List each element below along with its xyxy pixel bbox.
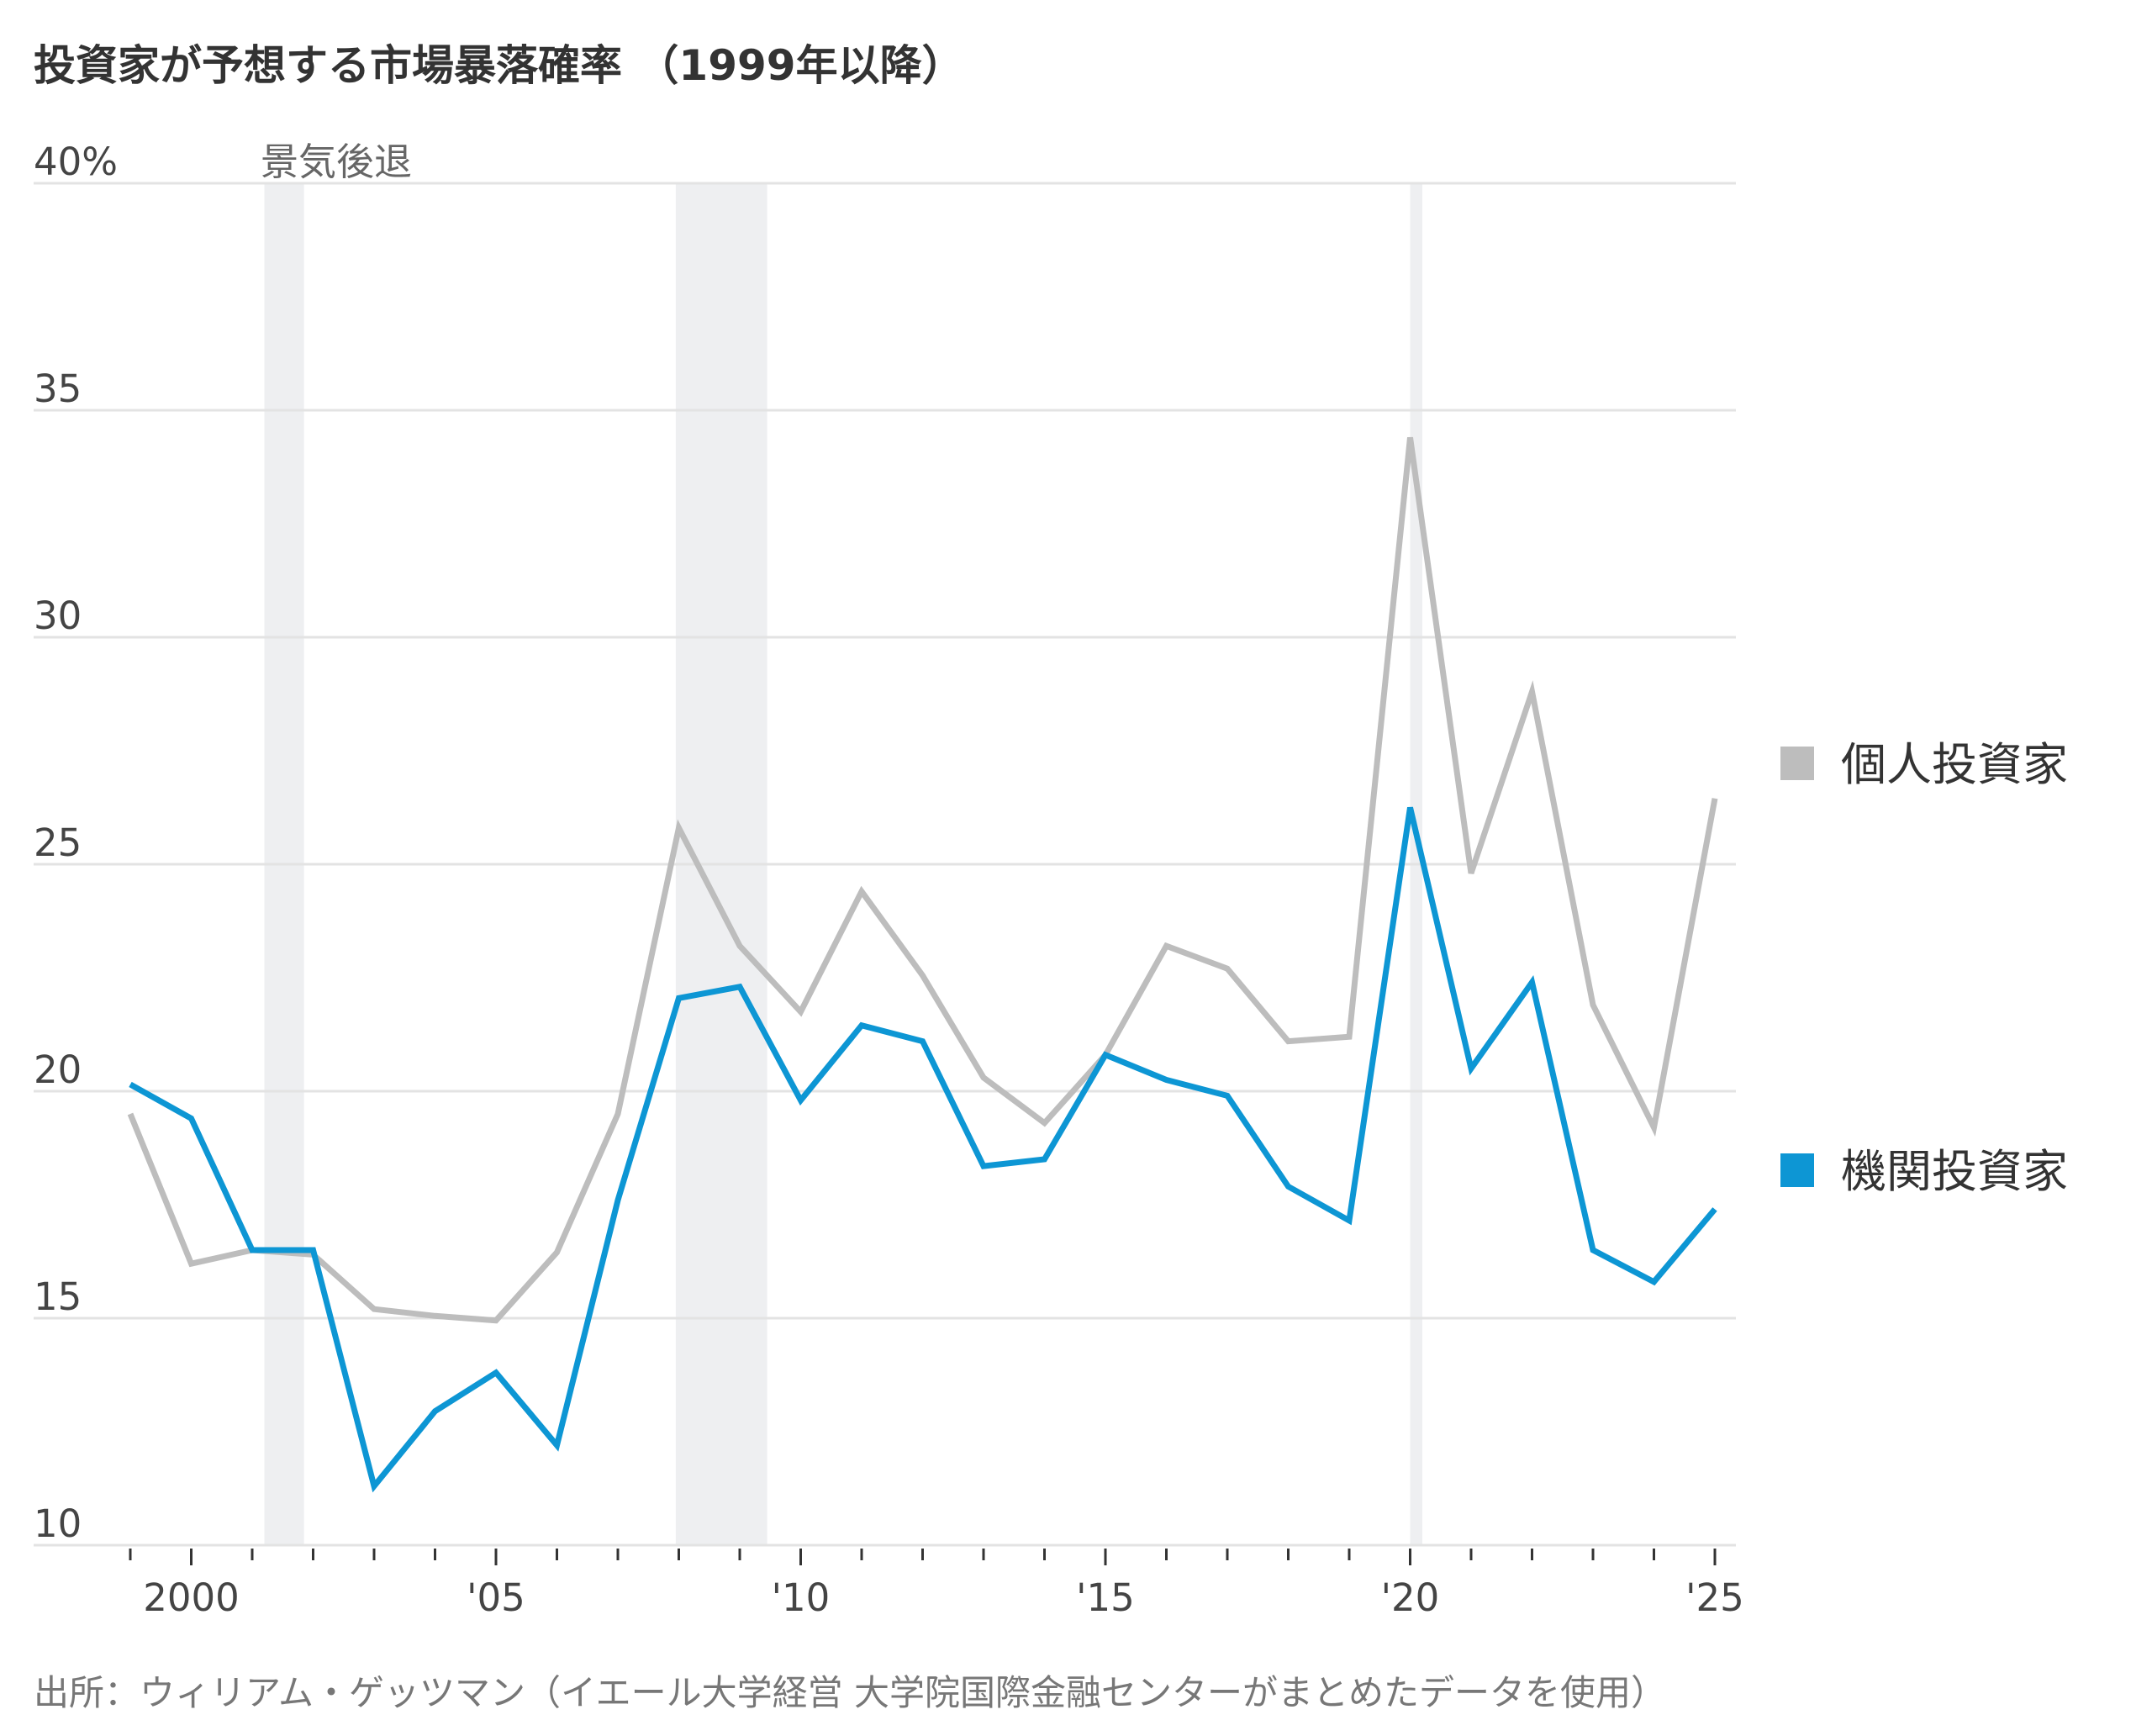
series-line-2 <box>129 806 1717 1493</box>
x-axis: 2000 '05 '10 '15 '20 '25 <box>129 1549 1744 1620</box>
x-tick-label-2020: '20 <box>1381 1575 1440 1620</box>
series-line-1 <box>127 436 1718 1324</box>
y-tick-label-20: 20 <box>34 1047 82 1092</box>
source-note: 出所：ウィリアム・ゲッツマン（イエール大学経営 大学院国際金融センターがまとめた… <box>34 1672 1666 1713</box>
x-tick-label-2000: 2000 <box>143 1575 240 1620</box>
series-lines <box>127 436 1718 1493</box>
y-tick-label-15: 15 <box>34 1274 82 1319</box>
x-tick-label-2015: '15 <box>1076 1575 1135 1620</box>
legend-label-2: 機関投資家 <box>1841 1145 2068 1198</box>
y-axis: 40% 35 30 25 20 15 10 <box>34 140 118 1546</box>
gridlines <box>34 182 1736 1547</box>
x-tick-label-2025: '25 <box>1685 1575 1744 1620</box>
recession-label: 景気後退 <box>261 140 412 184</box>
legend-label-1: 個人投資家 <box>1841 738 2068 791</box>
y-tick-label-25: 25 <box>34 821 82 865</box>
x-tick-label-2005: '05 <box>467 1575 525 1620</box>
legend-swatch-1 <box>1780 747 1814 780</box>
y-tick-label-35: 35 <box>34 367 82 411</box>
x-tick-label-2010: '10 <box>772 1575 831 1620</box>
y-tick-label-10: 10 <box>34 1501 82 1546</box>
chart-title: 投資家が予想する市場暴落確率 （1999年以降） <box>34 41 964 90</box>
legend-swatch-2 <box>1780 1153 1814 1187</box>
y-tick-label-40: 40% <box>34 140 118 184</box>
y-tick-label-30: 30 <box>34 594 82 638</box>
